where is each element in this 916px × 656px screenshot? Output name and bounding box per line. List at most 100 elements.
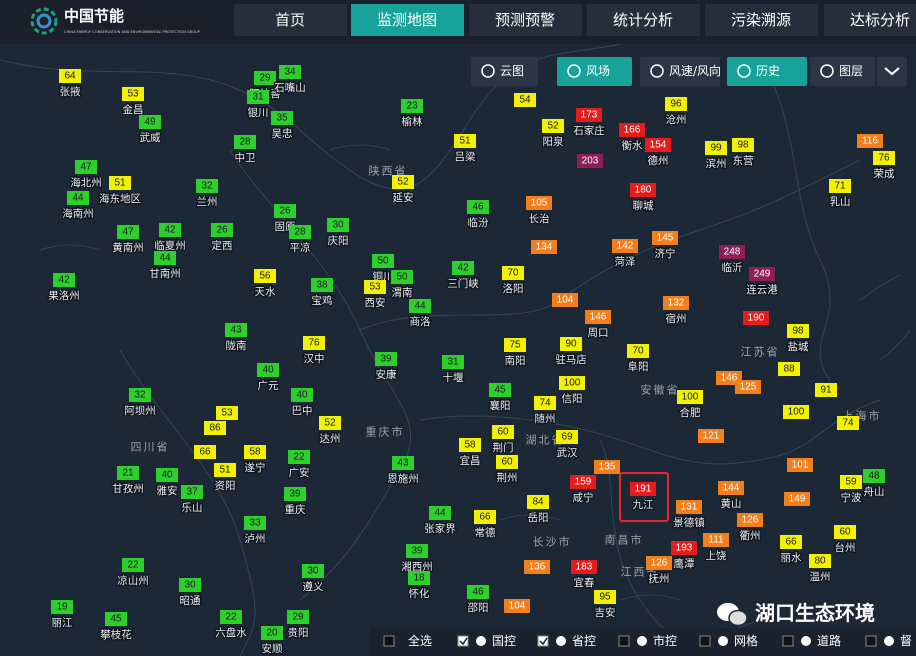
aqi-box[interactable] — [392, 456, 414, 470]
aqi-box[interactable] — [53, 273, 75, 287]
aqi-box[interactable] — [705, 141, 727, 155]
aqi-box[interactable] — [288, 450, 310, 464]
checkbox[interactable] — [383, 635, 395, 647]
station[interactable]: 183 宜春 — [571, 560, 597, 590]
aqi-box[interactable] — [409, 299, 431, 313]
station[interactable]: 60 台州 — [833, 525, 857, 555]
aqi-box[interactable] — [302, 564, 324, 578]
aqi-box[interactable] — [391, 270, 413, 284]
aqi-box[interactable] — [139, 115, 161, 129]
station[interactable]: 95 吉安 — [593, 590, 617, 620]
checkbox[interactable] — [782, 635, 794, 647]
station[interactable]: 59 宁波 — [839, 475, 863, 505]
aqi-box[interactable] — [594, 460, 620, 474]
aqi-box[interactable] — [122, 558, 144, 572]
nav-tab[interactable] — [351, 4, 464, 36]
station[interactable]: 96 沧州 — [664, 97, 688, 127]
aqi-box[interactable] — [698, 429, 724, 443]
station[interactable]: 21 甘孜州 — [111, 466, 145, 496]
aqi-box[interactable] — [244, 445, 266, 459]
aqi-box[interactable] — [211, 223, 233, 237]
aqi-box[interactable] — [665, 97, 687, 111]
station[interactable]: 60 荆州 — [495, 455, 519, 485]
aqi-box[interactable] — [552, 293, 578, 307]
station[interactable]: 191 九江 — [630, 482, 656, 512]
station[interactable]: 42 果洛州 — [47, 273, 81, 303]
aqi-box[interactable] — [375, 352, 397, 366]
filter-label[interactable]: 道路 — [817, 633, 841, 648]
aqi-box[interactable] — [834, 525, 856, 539]
station[interactable]: 35 吴忠 — [270, 111, 294, 141]
station[interactable]: 71 乳山 — [828, 179, 852, 209]
aqi-box[interactable] — [59, 69, 81, 83]
aqi-box[interactable] — [392, 175, 414, 189]
station[interactable]: 91 — [815, 383, 837, 397]
station[interactable]: 145 济宁 — [652, 231, 678, 261]
toolbar-button[interactable] — [471, 57, 538, 86]
aqi-box[interactable] — [214, 463, 236, 477]
aqi-box[interactable] — [291, 388, 313, 402]
station[interactable]: 23 榆林 — [400, 99, 424, 129]
station[interactable]: 98 东营 — [731, 138, 755, 168]
aqi-box[interactable] — [619, 123, 645, 137]
toolbar-label[interactable]: 风速/风向 — [669, 63, 721, 78]
nav-tab[interactable] — [705, 4, 818, 36]
aqi-box[interactable] — [401, 99, 423, 113]
station[interactable]: 37 乐山 — [180, 485, 204, 515]
station[interactable]: 47 海北州 — [69, 160, 103, 190]
aqi-box[interactable] — [677, 390, 703, 404]
station[interactable]: 80 温州 — [808, 554, 832, 584]
station[interactable]: 43 陇南 — [224, 323, 248, 353]
checkbox[interactable] — [457, 635, 469, 647]
aqi-box[interactable] — [284, 487, 306, 501]
station[interactable]: 100 — [783, 405, 809, 419]
filter-label[interactable]: 全选 — [408, 633, 432, 648]
station[interactable]: 64 张掖 — [58, 69, 82, 99]
aqi-box[interactable] — [735, 380, 761, 394]
aqi-box[interactable] — [630, 183, 656, 197]
aqi-box[interactable] — [279, 65, 301, 79]
station[interactable]: 30 庆阳 — [326, 218, 350, 248]
station[interactable]: 46 临汾 — [466, 200, 490, 230]
aqi-box[interactable] — [454, 134, 476, 148]
aqi-box[interactable] — [646, 556, 672, 570]
station[interactable]: 249 连云港 — [745, 267, 779, 297]
station[interactable]: 28 平凉 — [288, 225, 312, 255]
aqi-box[interactable] — [303, 336, 325, 350]
aqi-box[interactable] — [585, 310, 611, 324]
station[interactable]: 49 武威 — [138, 115, 162, 145]
station[interactable]: 76 汉中 — [302, 336, 326, 366]
station[interactable]: 69 武汉 — [555, 430, 579, 460]
station[interactable]: 52 阳泉 — [541, 119, 565, 149]
aqi-box[interactable] — [534, 396, 556, 410]
nav-tab[interactable] — [469, 4, 582, 36]
station[interactable]: 126 抚州 — [646, 556, 672, 586]
station[interactable]: 70 阜阳 — [626, 344, 650, 374]
station[interactable]: 34 石嘴山 — [273, 65, 307, 95]
aqi-box[interactable] — [257, 363, 279, 377]
toolbar-label[interactable]: 历史 — [756, 64, 780, 78]
aqi-box[interactable] — [319, 416, 341, 430]
station[interactable]: 39 安康 — [374, 352, 398, 382]
toolbar-button[interactable] — [727, 57, 807, 86]
aqi-box[interactable] — [234, 135, 256, 149]
aqi-box[interactable] — [181, 485, 203, 499]
aqi-box[interactable] — [159, 223, 181, 237]
aqi-box[interactable] — [837, 416, 859, 430]
aqi-box[interactable] — [109, 176, 131, 190]
station[interactable]: 135 — [594, 460, 620, 474]
station[interactable]: 51 资阳 — [213, 463, 237, 493]
station[interactable]: 142 菏泽 — [612, 239, 638, 269]
station[interactable]: 43 恩施州 — [386, 456, 420, 486]
filter-label[interactable]: 国控 — [492, 634, 516, 648]
aqi-box[interactable] — [703, 533, 729, 547]
aqi-box[interactable] — [743, 311, 769, 325]
toolbar-label[interactable]: 图层 — [839, 64, 863, 78]
aqi-box[interactable] — [778, 362, 800, 376]
aqi-box[interactable] — [467, 200, 489, 214]
nav-label[interactable]: 统计分析 — [613, 11, 673, 29]
aqi-box[interactable] — [372, 254, 394, 268]
station[interactable]: 248 临沂 — [719, 245, 745, 275]
station[interactable]: 180 聊城 — [630, 183, 656, 213]
aqi-box[interactable] — [406, 544, 428, 558]
